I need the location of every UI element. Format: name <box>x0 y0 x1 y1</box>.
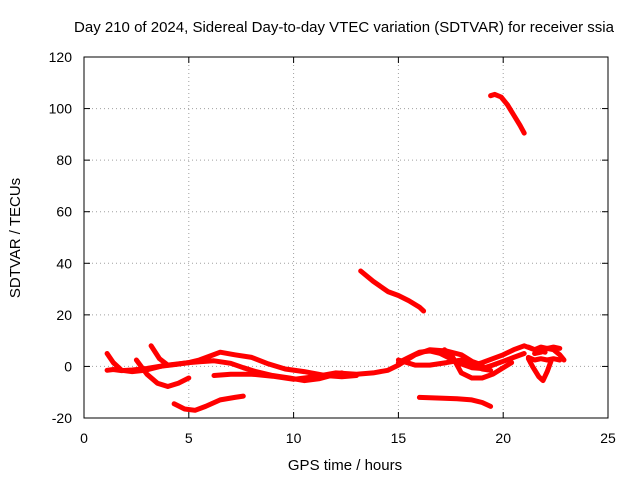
y-tick-label: 100 <box>49 101 73 117</box>
series-arc-7 <box>358 268 427 314</box>
y-tick-label: 20 <box>56 307 72 323</box>
series-arc-4 <box>148 343 359 380</box>
tick-layer: 0 5 10 15 20 25 -20 0 20 40 60 80 100 120 <box>49 49 616 446</box>
series-arc-15 <box>525 354 563 363</box>
chart-title: Day 210 of 2024, Sidereal Day-to-day VTE… <box>74 19 615 36</box>
x-tick-label: 20 <box>495 430 511 446</box>
x-axis-title: GPS time / hours <box>288 457 402 474</box>
y-tick-label: -20 <box>52 410 72 426</box>
series-arc-13 <box>488 91 527 136</box>
plot-frame <box>83 56 609 419</box>
x-tick-label: 0 <box>80 430 88 446</box>
y-axis-title: SDTVAR / TECUs <box>7 178 24 298</box>
y-tick-label: 120 <box>49 49 73 65</box>
series-layer <box>104 91 567 413</box>
series-arc-2 <box>104 351 169 375</box>
x-tick-label: 25 <box>600 430 616 446</box>
y-tick-label: 40 <box>56 255 72 271</box>
y-tick-label: 0 <box>64 358 72 374</box>
y-tick-label: 80 <box>56 152 72 168</box>
x-tick-label: 5 <box>185 430 193 446</box>
series-arc-5 <box>171 393 246 413</box>
series-arc-11 <box>442 347 515 381</box>
grid-layer <box>84 57 608 418</box>
series-arc-16 <box>525 356 554 384</box>
series-arc-8 <box>395 348 527 371</box>
series-arc-3 <box>133 357 192 389</box>
series-arc-10 <box>416 394 494 409</box>
y-tick-label: 60 <box>56 204 72 220</box>
series-arc-6 <box>211 347 485 382</box>
x-tick-label: 10 <box>286 430 302 446</box>
x-tick-label: 15 <box>391 430 407 446</box>
series-arc-17 <box>532 345 567 363</box>
